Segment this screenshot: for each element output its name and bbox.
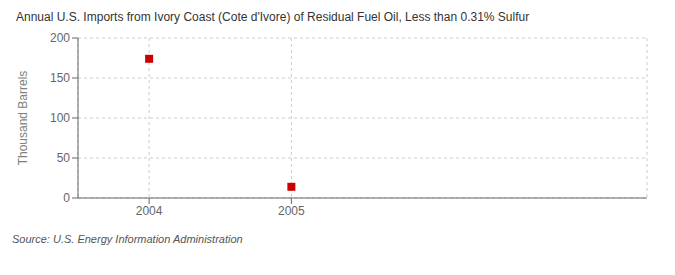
svg-text:50: 50 — [57, 151, 71, 165]
svg-text:200: 200 — [50, 31, 70, 45]
svg-text:Thousand Barrels: Thousand Barrels — [16, 71, 30, 166]
svg-text:150: 150 — [50, 71, 70, 85]
html-text:Annual U.S. Imports from Ivory: Annual U.S. Imports from Ivory Coast (Co… — [16, 10, 530, 24]
svg-text:0: 0 — [63, 191, 70, 205]
html-text:Source: U.S. Energy Informatio: Source: U.S. Energy Information Administ… — [12, 233, 243, 245]
svg-text:2005: 2005 — [278, 204, 305, 218]
svg-text:100: 100 — [50, 111, 70, 125]
svg-text:2004: 2004 — [136, 204, 163, 218]
